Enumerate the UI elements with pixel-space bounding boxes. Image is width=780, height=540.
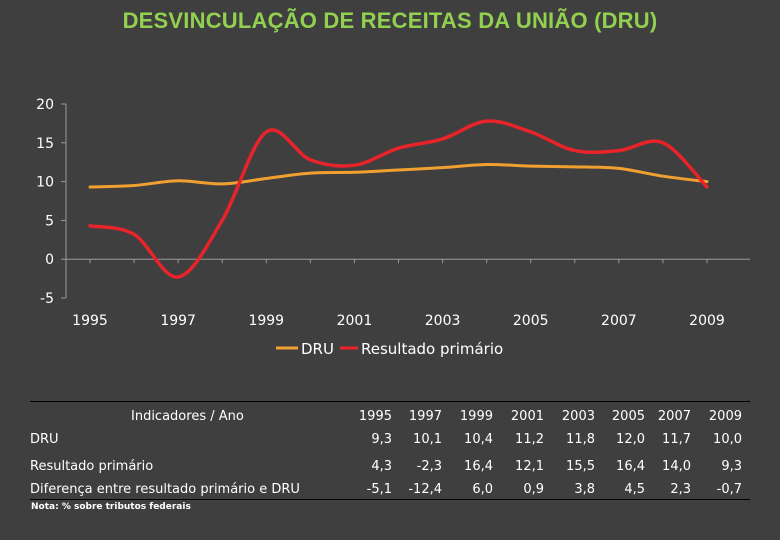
table-row-label: Diferença entre resultado primário e DRU	[30, 482, 300, 497]
y-tick-label: -5	[40, 291, 54, 307]
table-header-year: 1997	[408, 409, 442, 424]
table-cell: 15,5	[566, 459, 595, 474]
table-cell: 10,4	[464, 432, 493, 447]
chart-title: DESVINCULAÇÃO DE RECEITAS DA UNIÃO (DRU)	[122, 8, 658, 33]
y-tick-label: 5	[45, 213, 54, 229]
series-line-dru	[88, 162, 709, 189]
table-cell: 4,5	[624, 482, 645, 497]
x-tick-label: 2005	[513, 313, 549, 329]
x-tick-label: 1997	[160, 313, 196, 329]
table-header-year: 2007	[657, 409, 691, 424]
x-tick-label: 2003	[425, 313, 461, 329]
y-tick-label: 10	[36, 175, 54, 191]
y-tick-label: 20	[36, 97, 54, 113]
table-cell: 12,0	[616, 432, 645, 447]
legend-label-resultado-primario: Resultado primário	[361, 340, 503, 358]
table-header-label: Indicadores / Ano	[131, 409, 244, 424]
table-cell: -12,4	[408, 482, 442, 497]
table-row-label: Resultado primário	[30, 459, 154, 474]
series-line-resultado-primario	[88, 119, 709, 279]
table-header-year: 1995	[358, 409, 392, 424]
x-tick-label: 2007	[601, 313, 637, 329]
table-cell: 0,9	[523, 482, 544, 497]
table-header-year: 2003	[561, 409, 595, 424]
table-cell: 11,8	[566, 432, 595, 447]
x-tick-label: 2009	[689, 313, 725, 329]
table-cell: -0,7	[716, 482, 742, 497]
y-tick-label: 15	[36, 136, 54, 152]
table-bottom-rule	[30, 499, 750, 500]
table-cell: 11,2	[515, 432, 544, 447]
table-cell: 16,4	[616, 459, 645, 474]
table-cell: 12,1	[515, 459, 544, 474]
table-cell: 2,3	[670, 482, 691, 497]
x-tick-label: 2001	[337, 313, 373, 329]
table-header-year: 2001	[510, 409, 544, 424]
y-tick-label: 0	[45, 252, 54, 268]
x-tick-label: 1995	[72, 313, 108, 329]
table-cell: 9,3	[371, 432, 392, 447]
table-header-year: 2009	[708, 409, 742, 424]
table-cell: 10,0	[713, 432, 742, 447]
table-cell: 16,4	[464, 459, 493, 474]
table-cell: 10,1	[413, 432, 442, 447]
table-row-label: DRU	[30, 432, 59, 447]
line-chart: 20 15 10 5 0 -5 1995 1997 1999 2001 2003 2005 2007 20…	[36, 97, 750, 358]
table-cell: -5,1	[366, 482, 392, 497]
table-cell: 4,3	[371, 459, 392, 474]
table-cell: 3,8	[574, 482, 595, 497]
legend-label-dru: DRU	[301, 340, 334, 358]
table-cell: 6,0	[472, 482, 493, 497]
table-header-year: 2005	[611, 409, 645, 424]
table-cell: 9,3	[721, 459, 742, 474]
table-cell: -2,3	[416, 459, 442, 474]
table-note: Nota: % sobre tributos federais	[31, 502, 191, 512]
table-header-year: 1999	[459, 409, 493, 424]
x-tick-label: 1999	[248, 313, 284, 329]
table-top-rule	[30, 401, 750, 402]
table-cell: 11,7	[662, 432, 691, 447]
table-cell: 14,0	[662, 459, 691, 474]
